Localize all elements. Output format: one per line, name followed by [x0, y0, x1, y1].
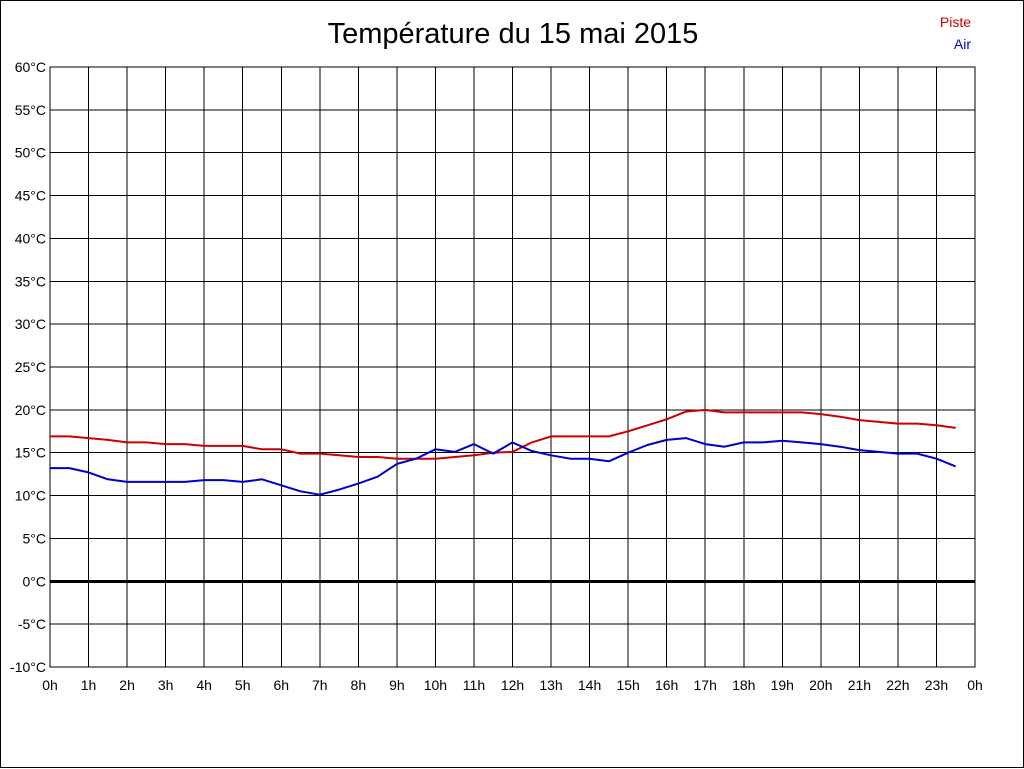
x-tick-label: 7h: [312, 677, 328, 693]
x-tick-label: 22h: [886, 677, 909, 693]
y-tick-label: 0°C: [23, 573, 47, 589]
x-tick-label: 5h: [235, 677, 251, 693]
x-tick-label: 14h: [578, 677, 601, 693]
x-tick-label: 1h: [81, 677, 97, 693]
x-tick-label: 16h: [655, 677, 678, 693]
x-tick-label: 20h: [809, 677, 832, 693]
x-tick-label: 17h: [694, 677, 717, 693]
y-tick-label: 30°C: [15, 316, 46, 332]
series-line-piste: [50, 408, 956, 460]
x-tick-label: 8h: [351, 677, 367, 693]
legend-entry-air: Air: [953, 36, 971, 52]
x-tick-label: 21h: [848, 677, 871, 693]
y-tick-label: 35°C: [15, 273, 46, 289]
y-tick-label: 10°C: [15, 488, 46, 504]
x-tick-label: 0h: [42, 677, 58, 693]
x-tick-label: 11h: [463, 677, 485, 693]
x-tick-label: 6h: [273, 677, 289, 693]
y-tick-label: -10°C: [10, 659, 46, 675]
y-tick-label: -5°C: [18, 616, 46, 632]
x-tick-label: 19h: [771, 677, 794, 693]
x-tick-label: 18h: [732, 677, 755, 693]
x-tick-label: 9h: [389, 677, 405, 693]
x-tick-label: 10h: [424, 677, 447, 693]
y-tick-label: 15°C: [15, 445, 46, 461]
x-tick-label: 15h: [616, 677, 639, 693]
y-tick-label: 50°C: [15, 145, 46, 161]
y-tick-label: 60°C: [15, 59, 46, 75]
y-tick-label: 5°C: [23, 530, 47, 546]
x-tick-label: 0h: [967, 677, 983, 693]
x-tick-label: 12h: [501, 677, 524, 693]
x-tick-label: 23h: [925, 677, 948, 693]
y-tick-label: 45°C: [15, 188, 46, 204]
chart-title: Température du 15 mai 2015: [327, 18, 699, 50]
x-tick-label: 4h: [196, 677, 212, 693]
y-tick-label: 40°C: [15, 230, 46, 246]
x-tick-label: 13h: [539, 677, 562, 693]
x-tick-label: 2h: [119, 677, 135, 693]
series-line-air: [50, 437, 957, 496]
x-tick-label: 3h: [158, 677, 174, 693]
legend-entry-piste: Piste: [939, 14, 971, 30]
plot-border: [49, 66, 976, 668]
y-tick-label: 55°C: [15, 102, 46, 118]
y-tick-label: 25°C: [15, 359, 46, 375]
y-tick-label: 20°C: [15, 402, 46, 418]
